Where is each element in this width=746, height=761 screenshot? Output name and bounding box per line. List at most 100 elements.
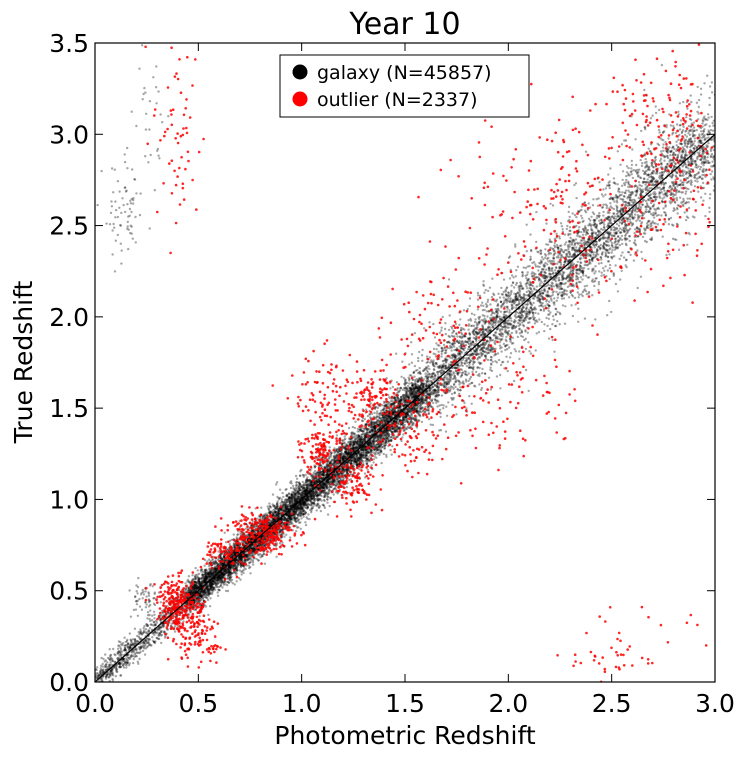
data-point [300, 503, 303, 506]
data-point [552, 257, 555, 260]
data-point [660, 214, 663, 217]
data-point [430, 376, 433, 379]
data-point [695, 101, 699, 105]
data-point [672, 195, 675, 198]
data-point [662, 143, 665, 146]
data-point [677, 138, 680, 141]
data-point [521, 273, 524, 277]
data-point [107, 676, 110, 679]
data-point [563, 249, 567, 252]
data-point [633, 232, 636, 235]
data-point [602, 203, 605, 206]
data-point [526, 302, 529, 306]
data-point [633, 208, 637, 212]
data-point [620, 238, 624, 241]
data-point [108, 657, 111, 661]
data-point [553, 301, 556, 304]
data-point [388, 403, 391, 407]
data-point [584, 254, 588, 258]
data-point [626, 212, 630, 216]
data-point [377, 451, 380, 454]
data-point [524, 266, 527, 270]
data-point [624, 203, 627, 206]
data-point [112, 647, 115, 651]
data-point [160, 630, 163, 634]
data-point [587, 224, 590, 227]
data-point [691, 159, 695, 162]
data-point [526, 287, 529, 290]
data-point [483, 333, 487, 336]
data-point [499, 347, 502, 350]
data-point [126, 645, 129, 649]
data-point [618, 191, 621, 194]
data-point [443, 327, 447, 331]
data-point [418, 350, 421, 354]
data-point [643, 161, 647, 164]
data-point [657, 128, 661, 132]
data-point [647, 166, 651, 170]
data-point [510, 284, 513, 287]
data-point [129, 643, 132, 646]
data-point [233, 583, 236, 586]
data-point [424, 375, 427, 378]
data-point [244, 567, 247, 571]
data-point [366, 443, 370, 447]
data-point [122, 662, 125, 666]
data-point [675, 175, 678, 178]
data-point [627, 185, 630, 189]
data-point [569, 236, 572, 240]
data-point [119, 674, 122, 677]
data-point [428, 372, 431, 376]
data-point [275, 483, 278, 486]
data-point [121, 643, 124, 647]
data-point [513, 286, 516, 289]
data-point [645, 208, 648, 211]
data-point [132, 657, 135, 661]
data-point [149, 609, 152, 612]
data-point [365, 422, 368, 426]
data-point [542, 292, 545, 295]
data-point [394, 417, 397, 420]
data-point [692, 126, 696, 129]
data-point [134, 654, 137, 658]
data-point [542, 258, 545, 261]
data-point [504, 328, 507, 331]
data-point [711, 129, 715, 132]
data-point [692, 129, 696, 133]
data-point [640, 250, 643, 254]
data-point [158, 626, 161, 629]
data-point [423, 399, 426, 402]
data-point [472, 349, 475, 352]
data-point [440, 355, 443, 358]
data-point [615, 212, 618, 216]
data-point [519, 285, 522, 288]
data-point [370, 442, 373, 445]
data-point [107, 666, 111, 669]
data-point [382, 452, 385, 456]
data-point [160, 641, 163, 645]
data-point [386, 417, 390, 421]
data-point [153, 617, 156, 620]
data-point [144, 643, 147, 647]
data-point [144, 647, 147, 650]
data-point [611, 249, 614, 252]
data-point [469, 339, 472, 343]
data-point [637, 235, 640, 238]
data-point [401, 423, 404, 427]
data-point [134, 639, 137, 642]
data-point [442, 404, 445, 407]
data-point [455, 332, 458, 335]
data-point [310, 511, 313, 514]
data-point [123, 636, 126, 639]
data-point [418, 402, 422, 405]
data-point [695, 156, 699, 159]
data-point [147, 640, 150, 643]
data-point [547, 309, 550, 312]
data-point [341, 459, 344, 462]
data-point [630, 159, 633, 163]
data-point [605, 217, 609, 221]
data-point [353, 426, 357, 430]
data-point [610, 244, 614, 247]
data-point [456, 366, 460, 370]
data-point [652, 166, 655, 169]
